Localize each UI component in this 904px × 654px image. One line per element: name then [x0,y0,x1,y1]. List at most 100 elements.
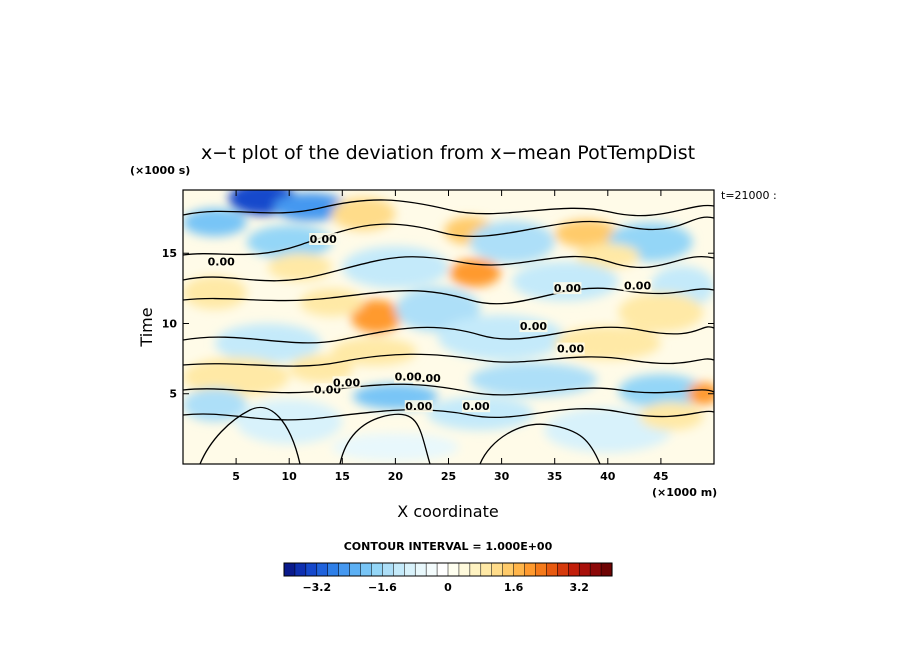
contour-label: 0.00 [405,400,432,413]
field-region [331,197,396,231]
colorbar-ticks: −3.2 −1.6 0 1.6 3.2 [302,581,589,594]
colorbar-segment [546,562,558,577]
colorbar-segment [371,562,383,577]
field-region [342,246,449,289]
colorbar-segment [349,562,362,577]
field-region [687,382,714,405]
colorbar-segment [338,562,351,577]
field-region [395,286,481,332]
x-tick-label: 40 [600,470,616,483]
colorbar-segment [414,562,427,577]
y-tick-label: 5 [169,388,177,401]
time-annotation: t=21000 : [721,189,777,202]
colorbar-segment [316,562,329,577]
field-region [427,396,534,431]
colorbar-segment [393,562,405,577]
field-region [544,407,672,453]
contour-line [183,408,714,421]
y-axis-unit: (×1000 s) [130,164,190,177]
contour-label-bg [404,400,433,413]
colorbar-tick-label: −3.2 [302,581,331,594]
x-tick-label: 45 [653,470,668,483]
field-region [512,261,619,302]
colorbar-tick-label: 3.2 [569,581,589,594]
contour-line [183,353,714,367]
contour-labels: 0.00 0.00 0.00 0.00 0.00 0.00 0.00 0.00 0.00 0.00… [207,232,652,413]
field-region [469,220,555,264]
field-region [299,288,364,317]
contour-label-bg [207,255,236,268]
x-tick-label: 25 [441,470,456,483]
contour-label-bg [519,320,548,333]
colorbar-segment [436,562,449,577]
colorbar-segment [294,562,307,577]
colorbar-segment [600,562,613,577]
x-axis-unit: (×1000 m) [652,486,717,499]
colorbar-segment [524,562,537,577]
x-tick-label: 35 [547,470,562,483]
field-region [575,243,640,269]
contour-interval-text: CONTOUR INTERVAL = 1.000E+00 [344,540,553,553]
contour-label: 0.00 [520,320,547,333]
contour-line [183,255,714,282]
contour-line [339,413,431,464]
colorbar-segment [382,562,394,577]
colorbar-frame [283,562,613,577]
field-region [267,253,332,282]
colorbar-segment [578,562,591,577]
colorbar-segment [360,562,373,577]
field-region [618,374,704,408]
colorbar-tick-label: 0 [444,581,452,594]
field-region [618,292,704,332]
contour-line [183,383,714,396]
contour-lines [183,199,714,464]
contour-label: 0.00 [395,371,422,384]
colorbar-segment [447,562,460,577]
field-region [350,299,402,334]
x-tick-label: 10 [282,470,298,483]
x-axis-label: X coordinate [397,502,498,521]
contour-label-bg [394,370,423,383]
x-tick-label: 15 [335,470,350,483]
colorbar-segment [469,562,482,577]
x-axis: 5 10 15 20 25 30 35 40 45 [232,190,669,483]
contour-line [199,406,301,464]
field-region [449,258,501,287]
colorbar-segment [491,562,504,577]
field-region [183,275,247,310]
colorbar-segment [305,562,318,577]
field-region [183,357,290,397]
field-region [554,219,619,248]
colorbar-segment [535,562,547,577]
contour-line [183,199,714,217]
colorbar-segment [502,562,515,577]
contour-line [183,287,714,305]
x-tick-label: 5 [232,470,240,483]
plot-area: 0.00 0.00 0.00 0.00 0.00 0.00 0.00 0.00 0.00 0.00… [183,190,714,464]
contour-label: 0.00 [463,400,490,413]
contour-label-bg [309,232,338,245]
field-region [273,192,348,221]
y-tick-label: 15 [162,247,177,260]
contour-label: 0.00 [557,343,584,356]
contour-label-bg [556,342,585,355]
contour-label-bg [462,400,491,413]
contour-label-bg [623,279,652,292]
colorbar [283,562,613,577]
colorbar-segment [327,562,340,577]
contour-label-bg [332,376,361,389]
contour-label: 0.00 [554,282,581,295]
contour-line [479,423,601,464]
colorbar-segment [458,562,471,577]
colorbar-segment [557,562,569,577]
x-tick-label: 30 [494,470,510,483]
colorbar-segment [513,562,526,577]
contour-label: 0.00 [208,255,235,268]
y-axis-label: Time [137,307,156,347]
colorbar-segment [283,562,296,577]
field-region [289,354,353,383]
contour-label: 0.00 [333,376,360,389]
colorbar-segment [568,562,580,577]
field-region [214,323,322,363]
